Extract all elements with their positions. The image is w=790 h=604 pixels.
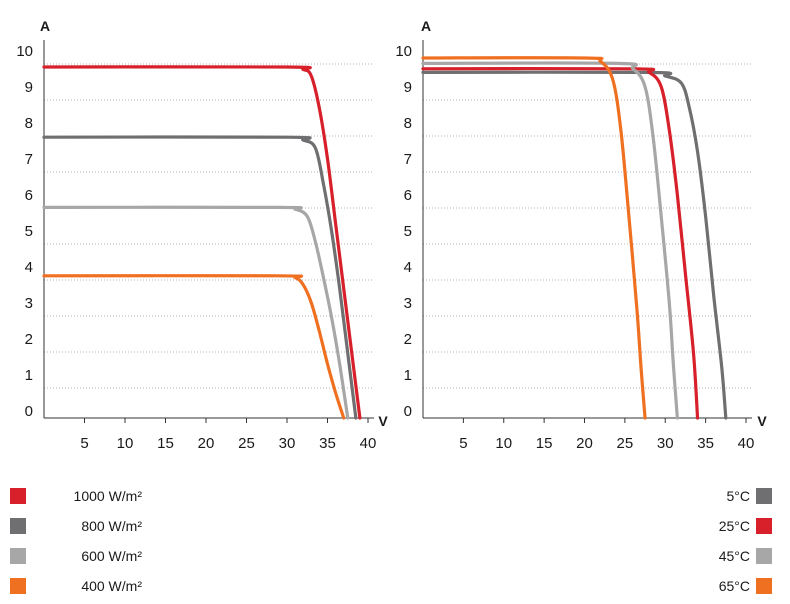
legend-item: 600 W/m²: [10, 544, 210, 574]
x-tick-label: 25: [617, 435, 634, 452]
y-axis-label: A: [421, 18, 431, 34]
legend-label: 800 W/m²: [81, 518, 142, 534]
x-tick-label: 40: [360, 435, 377, 452]
legend-label: 5°C: [726, 488, 751, 504]
x-tick-label: 35: [319, 435, 336, 452]
y-axis-label: A: [40, 18, 50, 34]
y-tick-label: 8: [25, 115, 33, 132]
y-tick-label: 3: [25, 295, 33, 312]
legend-item: 800 W/m²: [10, 514, 210, 544]
series-line-4: [421, 56, 647, 420]
x-tick-label: 15: [157, 435, 174, 452]
y-tick-label: 7: [404, 151, 412, 168]
x-tick-label: 15: [536, 435, 553, 452]
y-tick-label: 4: [404, 259, 412, 276]
x-tick-label: 10: [495, 435, 512, 452]
x-axis-label: V: [757, 413, 767, 429]
legend-item: 400 W/m²: [10, 574, 210, 604]
series-line-2: [42, 135, 358, 420]
y-tick-label: 6: [404, 187, 412, 204]
legend-swatch: [10, 488, 26, 504]
y-tick-label: 6: [25, 187, 33, 204]
legend-item: 25°C: [580, 514, 780, 544]
y-tick-label: 8: [404, 115, 412, 132]
y-tick-label: 9: [404, 79, 412, 96]
series-line-3: [421, 61, 679, 420]
series-line-3: [42, 205, 350, 420]
series-line-4: [42, 274, 346, 420]
series-line-1: [42, 65, 362, 420]
x-axis-label: V: [378, 413, 388, 429]
x-tick-label: 20: [576, 435, 593, 452]
legend-swatch: [756, 518, 772, 534]
legend-temperature: 5°C 25°C 45°C 65°C: [580, 484, 780, 604]
series-line-1: [421, 70, 728, 420]
legend-swatch: [10, 578, 26, 594]
y-tick-label: 10: [16, 43, 33, 60]
x-tick-label: 10: [117, 435, 134, 452]
legend-swatch: [10, 518, 26, 534]
x-tick-label: 30: [657, 435, 674, 452]
x-tick-label: 30: [279, 435, 296, 452]
legend-label: 45°C: [718, 548, 750, 564]
y-tick-label: 10: [395, 43, 412, 60]
x-tick-label: 25: [238, 435, 255, 452]
legend-item: 1000 W/m²: [10, 484, 210, 514]
y-tick-label: 5: [25, 223, 33, 240]
y-tick-label: 0: [25, 403, 33, 420]
y-tick-label: 9: [25, 79, 33, 96]
x-tick-label: 5: [459, 435, 467, 452]
legend-label: 25°C: [718, 518, 750, 534]
legend-item: 5°C: [580, 484, 780, 514]
legend-swatch: [10, 548, 26, 564]
legend-label: 1000 W/m²: [73, 488, 142, 504]
legend-item: 45°C: [580, 544, 780, 574]
legend-label: 400 W/m²: [81, 578, 142, 594]
x-tick-label: 40: [738, 435, 755, 452]
legend-swatch: [756, 578, 772, 594]
legend-item: 65°C: [580, 574, 780, 604]
y-tick-label: 2: [25, 331, 33, 348]
y-tick-label: 0: [404, 403, 412, 420]
y-tick-label: 2: [404, 331, 412, 348]
legend-swatch: [756, 488, 772, 504]
y-tick-label: 7: [25, 151, 33, 168]
x-tick-label: 20: [198, 435, 215, 452]
y-tick-label: 1: [25, 367, 33, 384]
x-tick-label: 5: [80, 435, 88, 452]
y-tick-label: 1: [404, 367, 412, 384]
legend-label: 65°C: [718, 578, 750, 594]
y-tick-label: 3: [404, 295, 412, 312]
legend-irradiance: 1000 W/m² 800 W/m² 600 W/m² 400 W/m²: [10, 484, 210, 604]
y-tick-label: 5: [404, 223, 412, 240]
legend-label: 600 W/m²: [81, 548, 142, 564]
legend-swatch: [756, 548, 772, 564]
y-tick-label: 4: [25, 259, 33, 276]
x-tick-label: 35: [697, 435, 714, 452]
series-line-2: [421, 66, 700, 420]
